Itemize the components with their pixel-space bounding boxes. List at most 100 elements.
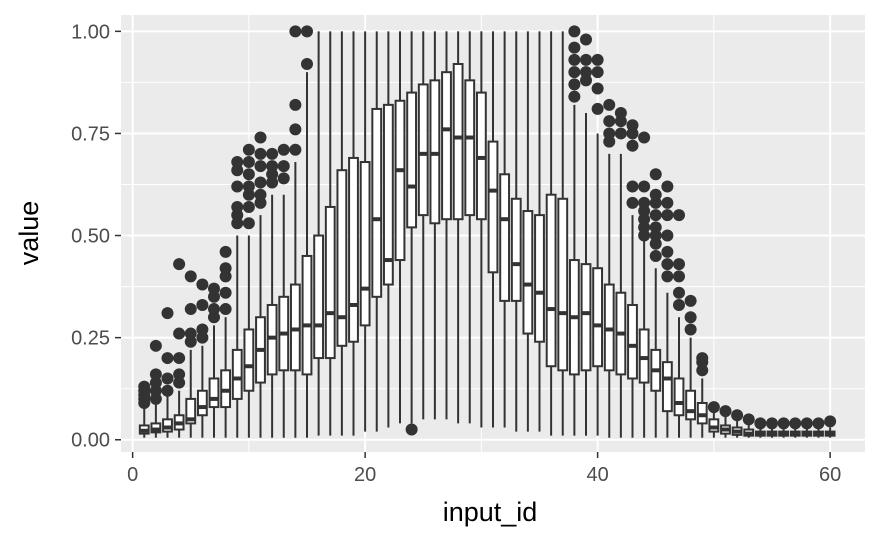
box-42: [614, 107, 627, 438]
iqr-box: [417, 83, 429, 217]
iqr-box: [464, 79, 476, 217]
iqr-box: [603, 283, 615, 372]
iqr-box: [475, 91, 487, 221]
iqr-box: [371, 107, 383, 298]
outlier-point: [254, 160, 267, 173]
y-tick-label: 0.00: [71, 430, 110, 452]
outlier-point: [266, 160, 279, 173]
iqr-box: [382, 103, 394, 286]
box-47: [673, 209, 685, 438]
outlier-point: [173, 352, 186, 365]
outlier-point: [742, 413, 755, 426]
outlier-point: [219, 286, 232, 299]
box-31: [487, 31, 499, 428]
outlier-point: [777, 417, 790, 430]
box-15: [301, 25, 313, 438]
y-tick-label: 0.25: [71, 328, 110, 350]
outlier-point: [591, 53, 604, 66]
outlier-point: [254, 176, 267, 189]
box-11: [254, 131, 267, 438]
outlier-point: [568, 90, 581, 103]
iqr-box: [696, 401, 708, 425]
outlier-point: [661, 180, 674, 193]
outlier-point: [731, 409, 744, 422]
box-13: [277, 143, 290, 438]
iqr-box: [243, 328, 255, 392]
outlier-point: [289, 98, 302, 111]
outlier-point: [568, 66, 581, 79]
iqr-box: [394, 99, 406, 262]
box-18: [336, 31, 348, 436]
box-60: [824, 415, 837, 438]
outlier-point: [184, 270, 197, 283]
box-8: [219, 245, 232, 438]
iqr-box: [627, 303, 638, 380]
axis-ticks: [115, 30, 831, 458]
outlier-point: [231, 156, 244, 169]
outlier-point: [580, 33, 592, 46]
iqr-box: [348, 156, 359, 343]
outlier-point: [289, 25, 302, 38]
outlier-point: [173, 368, 186, 381]
iqr-box: [359, 161, 371, 327]
outlier-point: [684, 294, 697, 307]
outlier-point: [707, 401, 720, 414]
y-tick-label: 0.50: [71, 226, 110, 248]
outlier-point: [580, 66, 592, 79]
outlier-point: [568, 78, 581, 91]
outlier-point: [219, 245, 232, 258]
iqr-box: [429, 79, 441, 225]
outlier-point: [196, 298, 209, 311]
iqr-box: [545, 193, 557, 368]
iqr-box: [452, 63, 464, 221]
box-24: [405, 31, 418, 436]
iqr-box: [685, 389, 697, 421]
outlier-point: [173, 327, 186, 340]
outlier-point: [254, 131, 267, 144]
outlier-point: [684, 323, 697, 336]
box-series: [138, 25, 837, 438]
box-53: [742, 413, 755, 438]
outlier-point: [149, 368, 162, 381]
outlier-point: [231, 180, 244, 193]
x-axis-title: input_id: [443, 497, 538, 527]
iqr-box: [301, 254, 313, 376]
iqr-box: [499, 173, 511, 302]
iqr-box: [487, 140, 499, 274]
box-45: [649, 168, 662, 438]
outlier-point: [219, 303, 232, 316]
iqr-box: [661, 361, 673, 413]
iqr-box: [673, 377, 685, 417]
iqr-box: [534, 214, 545, 343]
y-tick-label: 0.75: [71, 123, 110, 145]
outlier-point: [673, 298, 685, 311]
x-tick-label: 40: [587, 464, 609, 486]
outlier-point: [138, 380, 151, 393]
box-49: [696, 352, 709, 438]
outlier-point: [661, 258, 674, 271]
outlier-point: [824, 415, 837, 428]
outlier-point: [301, 25, 313, 38]
box-54: [754, 417, 767, 438]
box-17: [324, 31, 336, 436]
outlier-point: [405, 423, 418, 436]
box-51: [719, 405, 732, 438]
iqr-box: [313, 234, 325, 360]
box-33: [510, 31, 522, 432]
outlier-point: [289, 123, 302, 136]
outlier-point: [208, 282, 220, 295]
iqr-box: [406, 91, 418, 229]
box-22: [382, 31, 394, 428]
box-10: [242, 143, 255, 438]
box-57: [789, 417, 802, 438]
outlier-point: [626, 180, 639, 193]
outlier-point: [661, 209, 674, 222]
iqr-box: [592, 267, 604, 368]
outlier-point: [208, 303, 220, 316]
box-55: [766, 417, 778, 438]
outlier-point: [254, 188, 267, 201]
box-3: [161, 307, 174, 438]
iqr-box: [162, 418, 173, 433]
outlier-point: [254, 147, 267, 160]
